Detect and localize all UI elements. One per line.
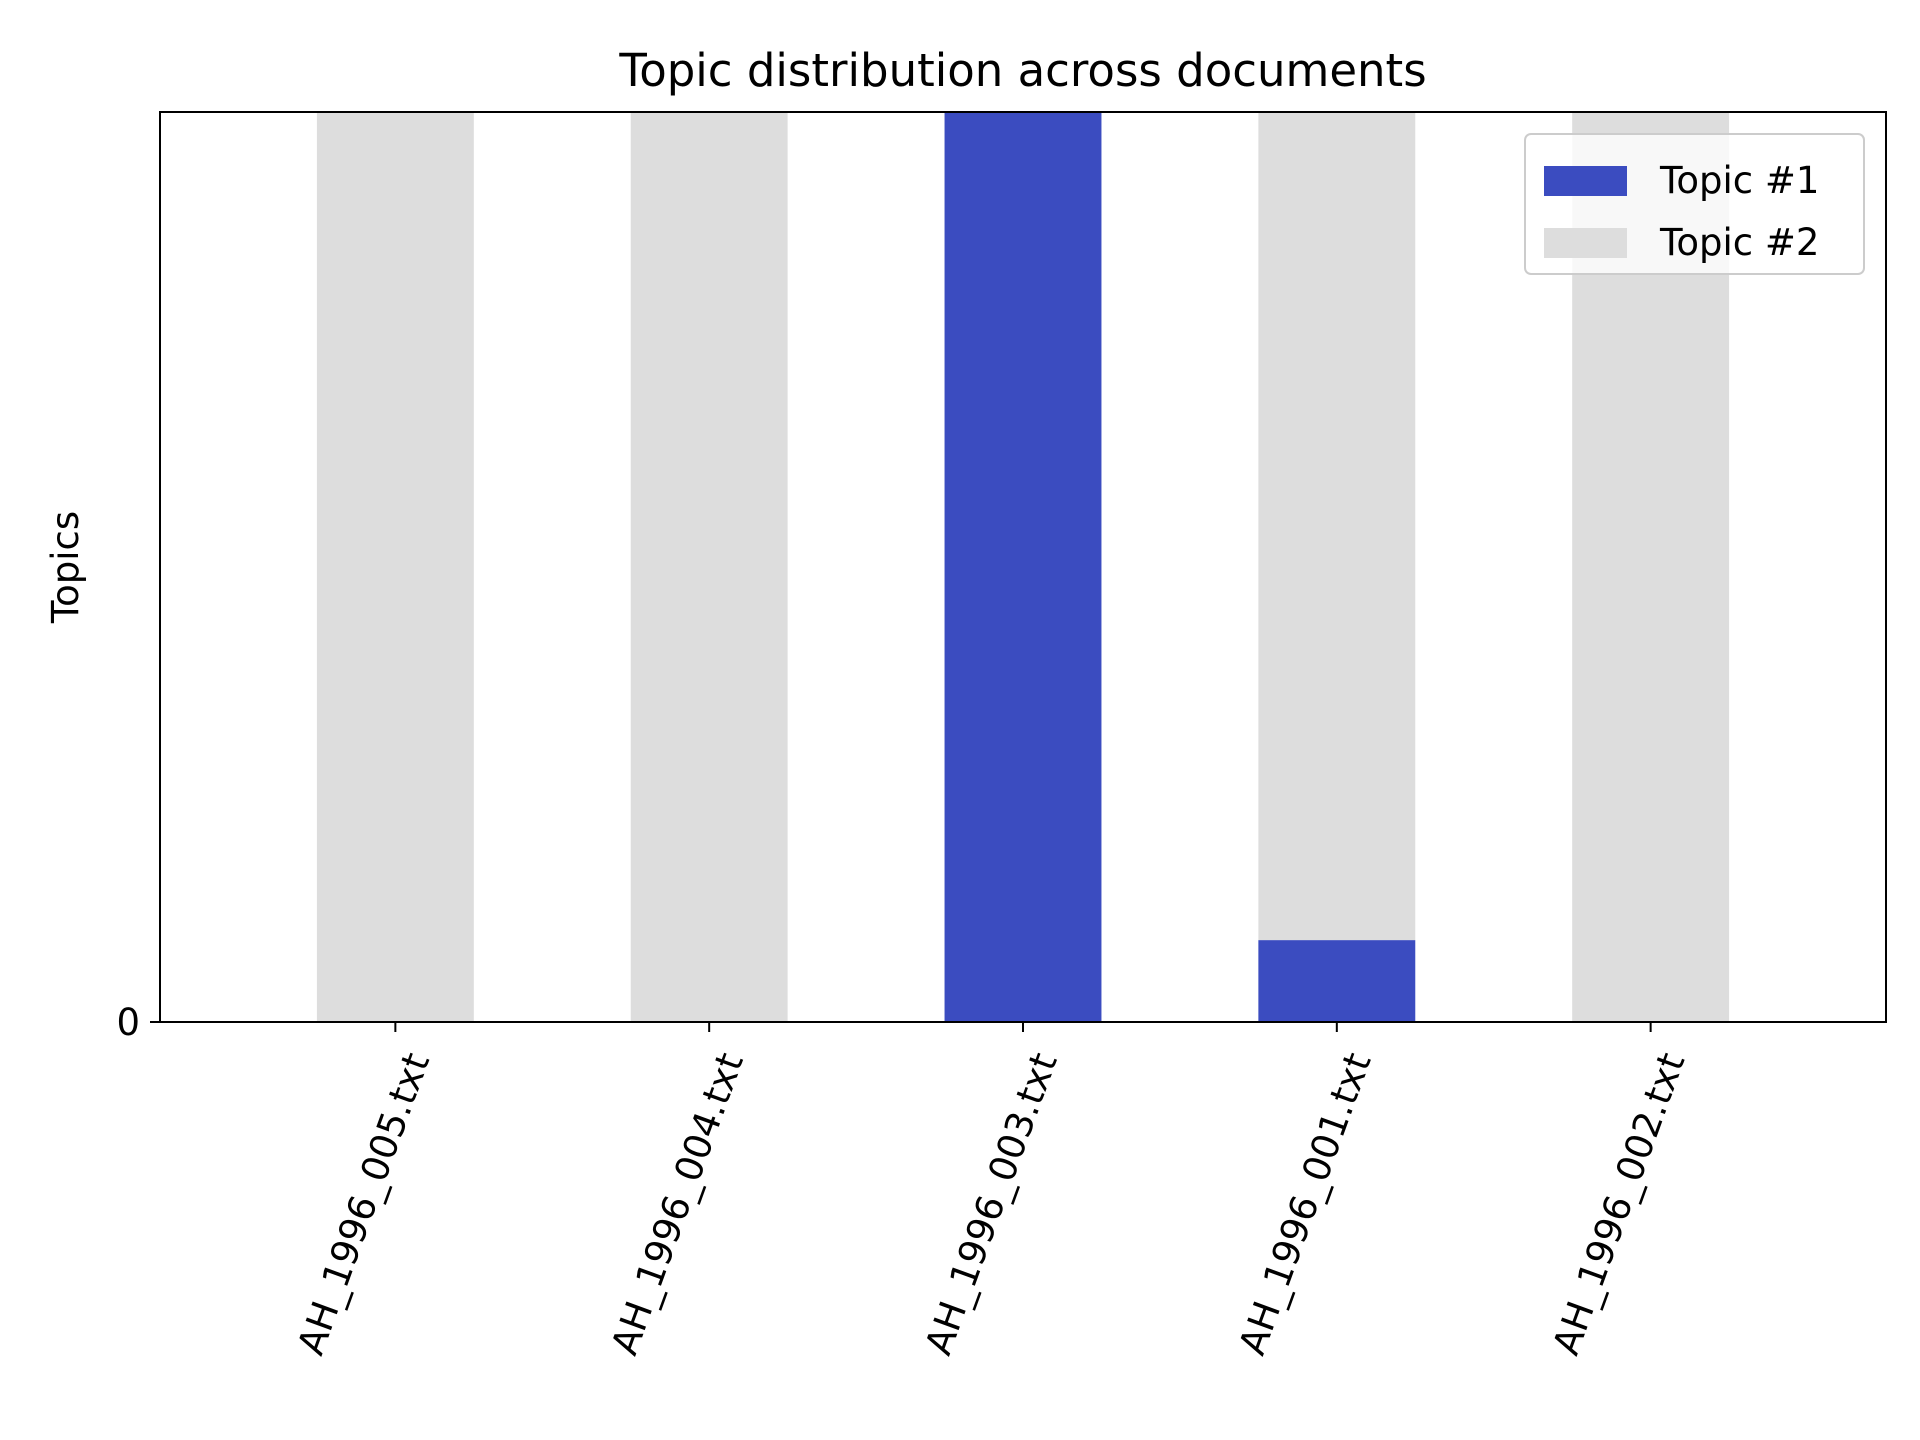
legend: Topic #1 Topic #2 (1524, 133, 1865, 275)
legend-label-topic-2: Topic #2 (1659, 221, 1819, 264)
y-ticks-group: 0 (116, 1001, 160, 1044)
bar-topic-2-ah-1996-001-txt (1258, 112, 1416, 941)
y-tick-label-0: 0 (116, 1001, 140, 1044)
legend-swatch-topic-2 (1544, 228, 1627, 258)
legend-label-topic-1: Topic #1 (1659, 159, 1819, 202)
bar-topic-1-ah-1996-001-txt (1258, 940, 1416, 1022)
bar-topic-1-ah-1996-003-txt (944, 112, 1102, 1022)
legend-items: Topic #1 Topic #2 (1544, 159, 1819, 264)
y-axis-label: Topics (44, 511, 87, 624)
bar-topic-2-ah-1996-004-txt (630, 112, 788, 1022)
legend-swatch-topic-1 (1544, 166, 1627, 196)
chart-title: Topic distribution across documents (618, 44, 1426, 97)
bar-topic-2-ah-1996-005-txt (316, 112, 474, 1022)
